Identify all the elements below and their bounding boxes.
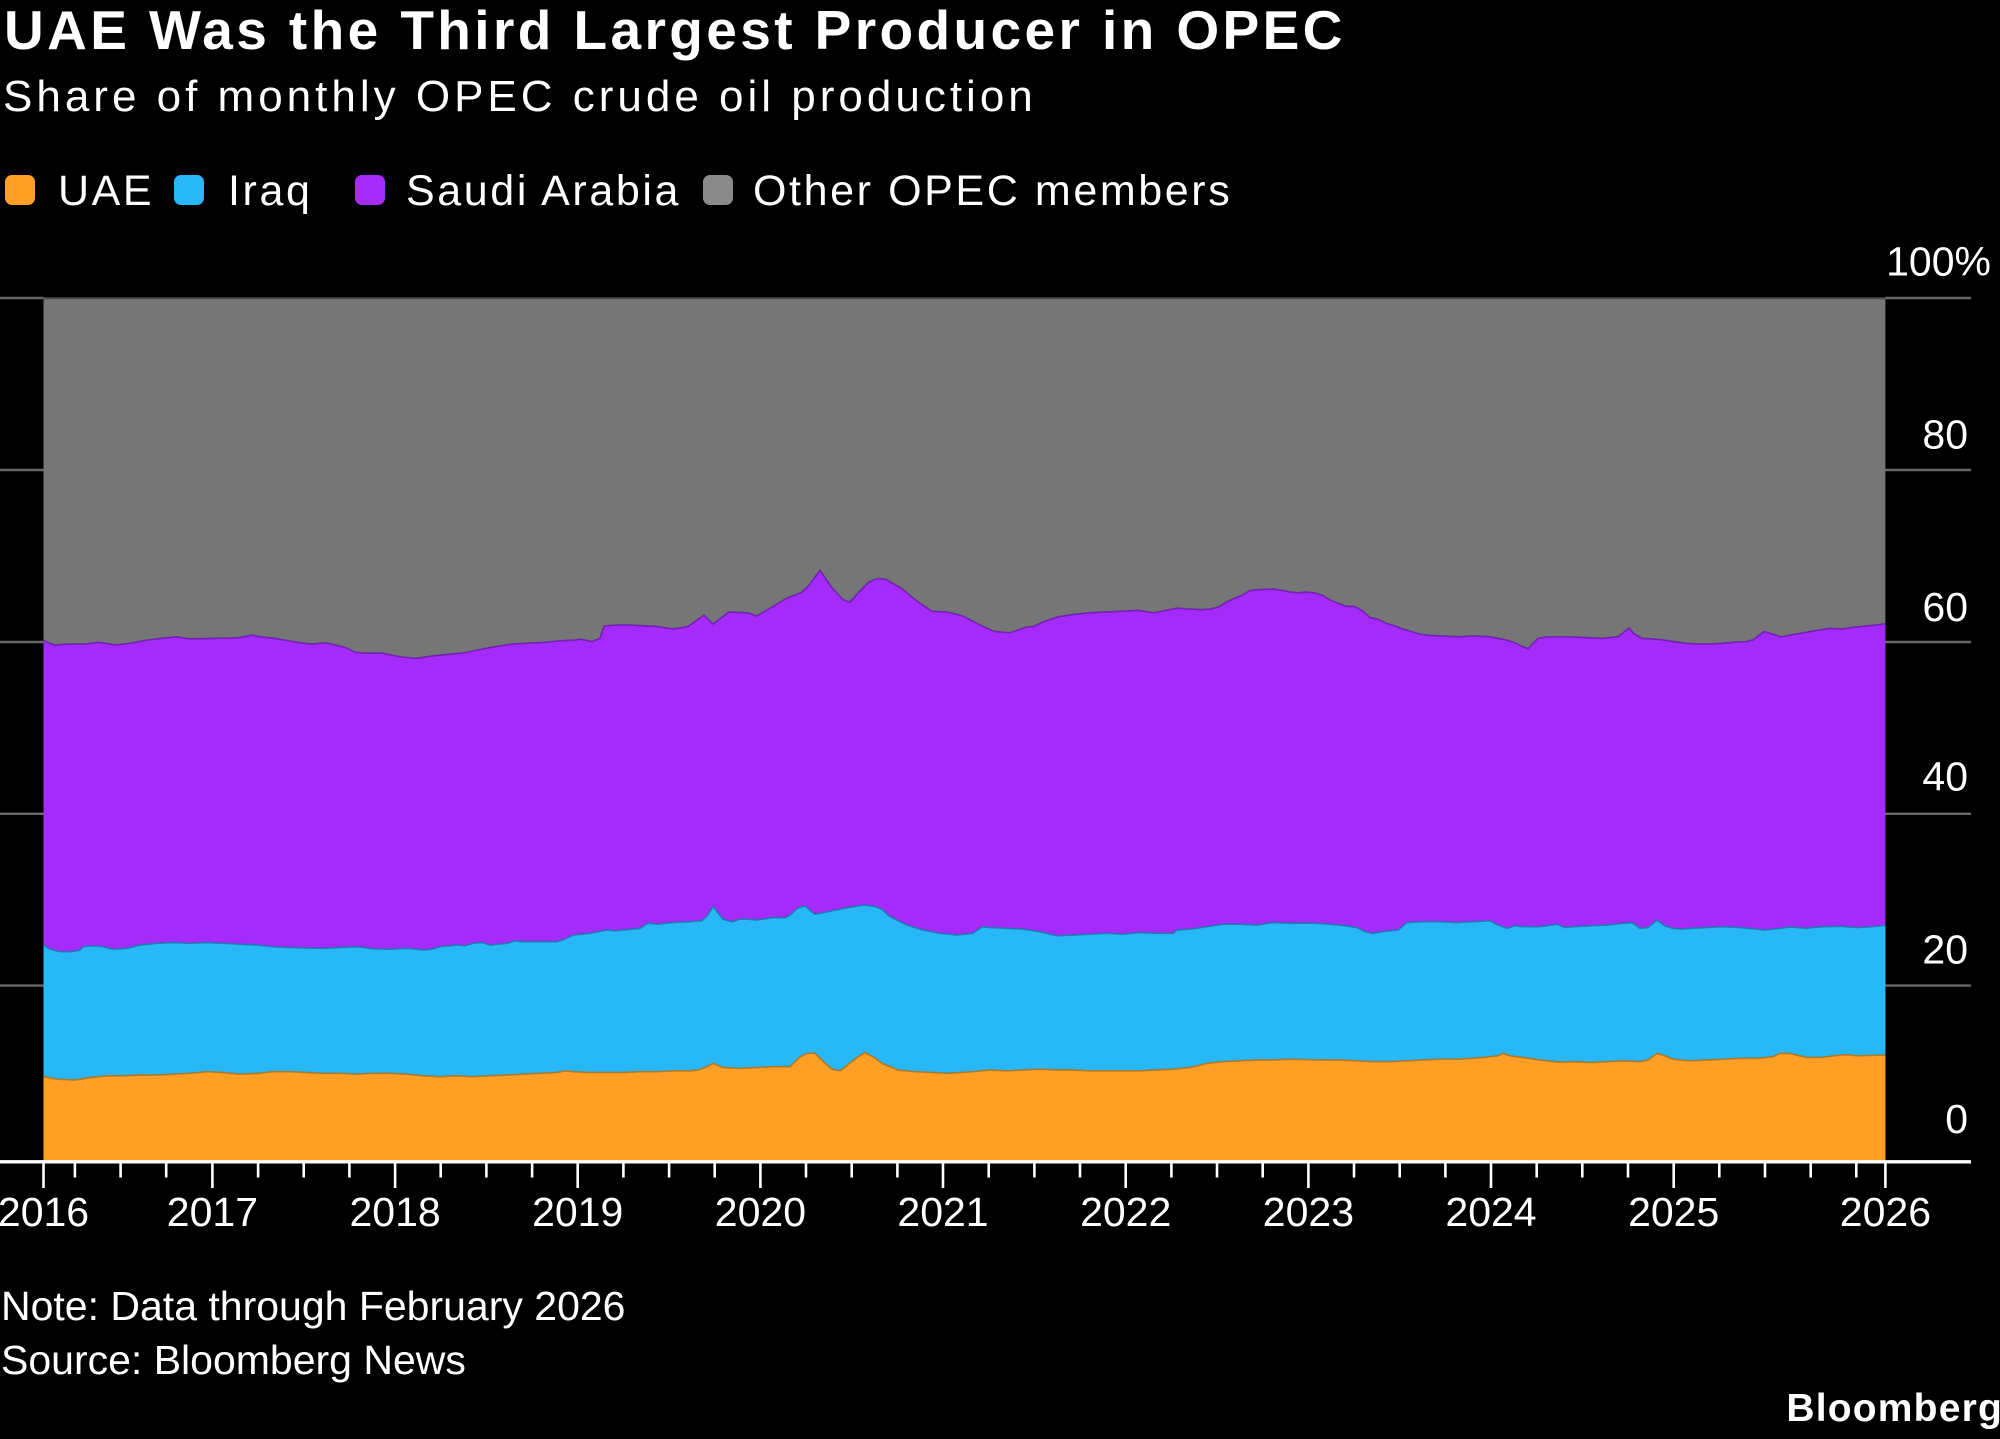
svg-text:UAE Was the Third Largest Prod: UAE Was the Third Largest Producer in OP… bbox=[4, 0, 1346, 61]
svg-text:60: 60 bbox=[1922, 584, 1968, 630]
svg-text:UAE: UAE bbox=[58, 167, 154, 215]
svg-text:40: 40 bbox=[1922, 754, 1968, 800]
svg-text:2017: 2017 bbox=[167, 1189, 258, 1235]
svg-text:2023: 2023 bbox=[1263, 1189, 1354, 1235]
svg-text:2026: 2026 bbox=[1840, 1189, 1931, 1235]
svg-text:2021: 2021 bbox=[897, 1189, 988, 1235]
svg-text:Bloomberg: Bloomberg bbox=[1786, 1387, 2000, 1430]
svg-text:2016: 2016 bbox=[0, 1189, 89, 1235]
svg-text:2018: 2018 bbox=[349, 1189, 440, 1235]
svg-text:2020: 2020 bbox=[715, 1189, 806, 1235]
svg-text:2019: 2019 bbox=[532, 1189, 623, 1235]
svg-text:0: 0 bbox=[1945, 1096, 1968, 1142]
svg-text:2025: 2025 bbox=[1628, 1189, 1719, 1235]
svg-text:2022: 2022 bbox=[1080, 1189, 1171, 1235]
svg-text:100%: 100% bbox=[1886, 239, 1991, 285]
svg-text:Iraq: Iraq bbox=[228, 167, 313, 215]
svg-text:Share of monthly OPEC crude oi: Share of monthly OPEC crude oil producti… bbox=[3, 72, 1037, 121]
svg-text:Other OPEC members: Other OPEC members bbox=[753, 167, 1232, 215]
svg-text:Note: Data through February 20: Note: Data through February 2026 bbox=[1, 1283, 626, 1329]
svg-text:Source: Bloomberg News: Source: Bloomberg News bbox=[1, 1337, 466, 1383]
svg-text:80: 80 bbox=[1922, 412, 1968, 458]
svg-text:20: 20 bbox=[1922, 927, 1968, 973]
svg-text:2024: 2024 bbox=[1445, 1189, 1536, 1235]
svg-text:Saudi Arabia: Saudi Arabia bbox=[406, 167, 681, 215]
